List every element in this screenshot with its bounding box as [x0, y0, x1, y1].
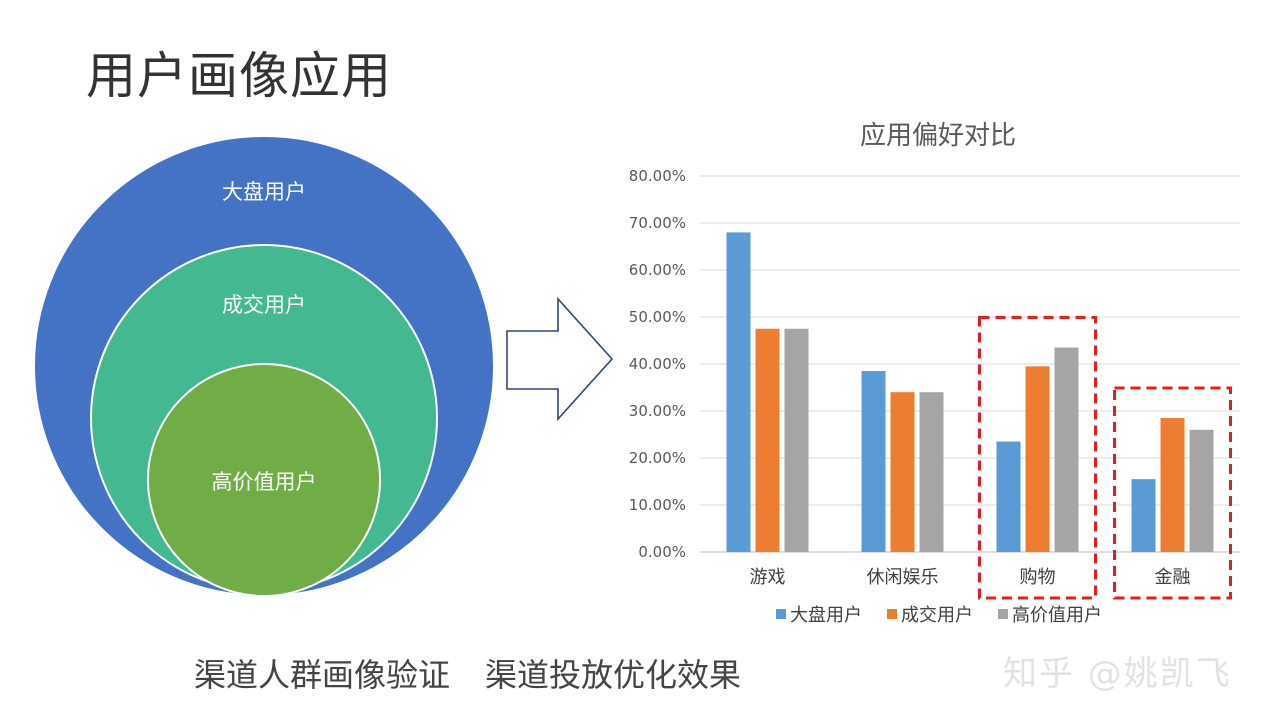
- bar: [1054, 347, 1079, 552]
- circle-label-high-value-users: 高价值用户: [212, 470, 317, 494]
- x-category-label: 游戏: [750, 567, 786, 588]
- slide-title: 用户画像应用: [86, 47, 392, 105]
- legend-label: 高价值用户: [1012, 605, 1102, 626]
- caption-channel-audience-validation: 渠道人群画像验证: [194, 656, 451, 694]
- bar: [755, 328, 780, 552]
- legend-label: 大盘用户: [790, 605, 862, 626]
- bar: [1189, 429, 1214, 552]
- legend-swatch: [887, 609, 897, 619]
- y-tick-label: 30.00%: [629, 402, 686, 420]
- y-tick-label: 60.00%: [629, 261, 686, 279]
- bar: [861, 371, 886, 552]
- y-tick-label: 70.00%: [629, 214, 686, 232]
- chart-highlights: [978, 316, 1232, 600]
- caption-channel-optimization: 渠道投放优化效果: [485, 656, 742, 694]
- y-tick-label: 0.00%: [638, 543, 686, 561]
- highlight-box: [1113, 386, 1232, 600]
- y-tick-label: 20.00%: [629, 449, 686, 467]
- chart-title: 应用偏好对比: [860, 121, 1016, 151]
- bar: [919, 392, 944, 552]
- right-arrow-icon: [506, 296, 614, 422]
- bar: [726, 232, 751, 552]
- circle-label-all-users: 大盘用户: [222, 180, 306, 204]
- y-tick-label: 40.00%: [629, 355, 686, 373]
- x-category-label: 金融: [1155, 567, 1191, 588]
- watermark: 知乎 @姚凯飞: [1003, 654, 1232, 694]
- app-preference-chart: 应用偏好对比 0.00% 10.00% 20.00% 30.00% 40.00% 50.0…: [629, 121, 1240, 626]
- chart-y-ticks: 0.00% 10.00% 20.00% 30.00% 40.00% 50.00% 60.00…: [629, 167, 686, 561]
- bar: [1025, 366, 1050, 552]
- legend-label: 成交用户: [901, 605, 973, 626]
- bar: [1160, 418, 1185, 552]
- y-tick-label: 50.00%: [629, 308, 686, 326]
- y-tick-label: 10.00%: [629, 496, 686, 514]
- chart-legend: 大盘用户 成交用户 高价值用户: [776, 605, 1102, 626]
- highlight-box: [978, 316, 1097, 600]
- x-category-label: 休闲娱乐: [867, 567, 939, 588]
- y-tick-label: 80.00%: [629, 167, 686, 185]
- bar: [890, 392, 915, 552]
- bar: [784, 328, 809, 552]
- chart-x-categories: 游戏 休闲娱乐 购物 金融: [750, 567, 1191, 588]
- legend-swatch: [776, 609, 786, 619]
- chart-gridlines: [700, 175, 1240, 553]
- bar: [1131, 479, 1156, 552]
- user-segment-circles: 大盘用户 成交用户 高价值用户: [33, 135, 495, 597]
- legend-swatch: [998, 609, 1008, 619]
- bar: [996, 441, 1021, 552]
- chart-bars: [726, 232, 1214, 552]
- circle-high-value-users: [147, 363, 381, 597]
- circle-label-converted-users: 成交用户: [222, 293, 306, 317]
- x-category-label: 购物: [1020, 567, 1056, 588]
